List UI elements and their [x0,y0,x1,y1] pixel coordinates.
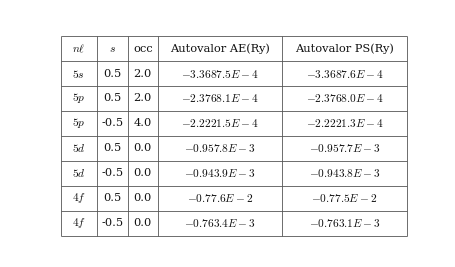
Text: -0.5: -0.5 [101,118,123,128]
Text: 4.0: 4.0 [133,118,152,128]
Text: $-2.2221.3E - 4$: $-2.2221.3E - 4$ [305,117,383,129]
Text: 0.0: 0.0 [133,143,152,153]
Text: $5\mathit{s}$: $5\mathit{s}$ [72,68,85,80]
Text: $5\mathit{d}$: $5\mathit{d}$ [72,167,85,179]
Text: $-2.2221.5E - 4$: $-2.2221.5E - 4$ [181,117,258,129]
Text: -0.5: -0.5 [101,218,123,228]
Text: $5\mathit{p}$: $5\mathit{p}$ [72,92,85,105]
Text: $-0.77.5E - 2$: $-0.77.5E - 2$ [311,192,377,204]
Text: $-0.957.7E - 3$: $-0.957.7E - 3$ [308,142,379,154]
Text: $-3.3687.5E - 4$: $-3.3687.5E - 4$ [181,68,258,80]
Text: $-0.943.8E - 3$: $-0.943.8E - 3$ [308,167,379,179]
Text: $-2.3768.1E - 4$: $-2.3768.1E - 4$ [181,92,258,104]
Text: 0.0: 0.0 [133,218,152,228]
Text: $-0.77.6E - 2$: $-0.77.6E - 2$ [187,192,253,204]
Text: 2.0: 2.0 [133,69,152,78]
Text: 0.5: 0.5 [103,193,121,203]
Text: Autovalor AE(Ry): Autovalor AE(Ry) [170,43,269,54]
Text: occ: occ [133,44,152,54]
Text: $-3.3687.6E - 4$: $-3.3687.6E - 4$ [305,68,383,80]
Text: -0.5: -0.5 [101,168,123,178]
Text: 0.5: 0.5 [103,69,121,78]
Text: 2.0: 2.0 [133,93,152,104]
Text: 0.5: 0.5 [103,143,121,153]
Text: $4\mathit{f}$: $4\mathit{f}$ [71,191,86,205]
Text: $4\mathit{f}$: $4\mathit{f}$ [71,216,86,230]
Text: $-0.943.9E - 3$: $-0.943.9E - 3$ [183,167,255,179]
Text: $-2.3768.0E - 4$: $-2.3768.0E - 4$ [305,92,383,104]
Text: Autovalor PS(Ry): Autovalor PS(Ry) [294,43,393,54]
Text: $5\mathit{p}$: $5\mathit{p}$ [72,116,85,130]
Text: $-0.763.1E - 3$: $-0.763.1E - 3$ [308,217,379,229]
Text: $s$: $s$ [109,44,116,54]
Text: 0.5: 0.5 [103,93,121,104]
Text: $5\mathit{d}$: $5\mathit{d}$ [72,142,85,154]
Text: $-0.957.8E - 3$: $-0.957.8E - 3$ [183,142,255,154]
Text: $-0.763.4E - 3$: $-0.763.4E - 3$ [183,217,255,229]
Text: 0.0: 0.0 [133,168,152,178]
Text: $n\ell$: $n\ell$ [72,42,85,55]
Text: 0.0: 0.0 [133,193,152,203]
